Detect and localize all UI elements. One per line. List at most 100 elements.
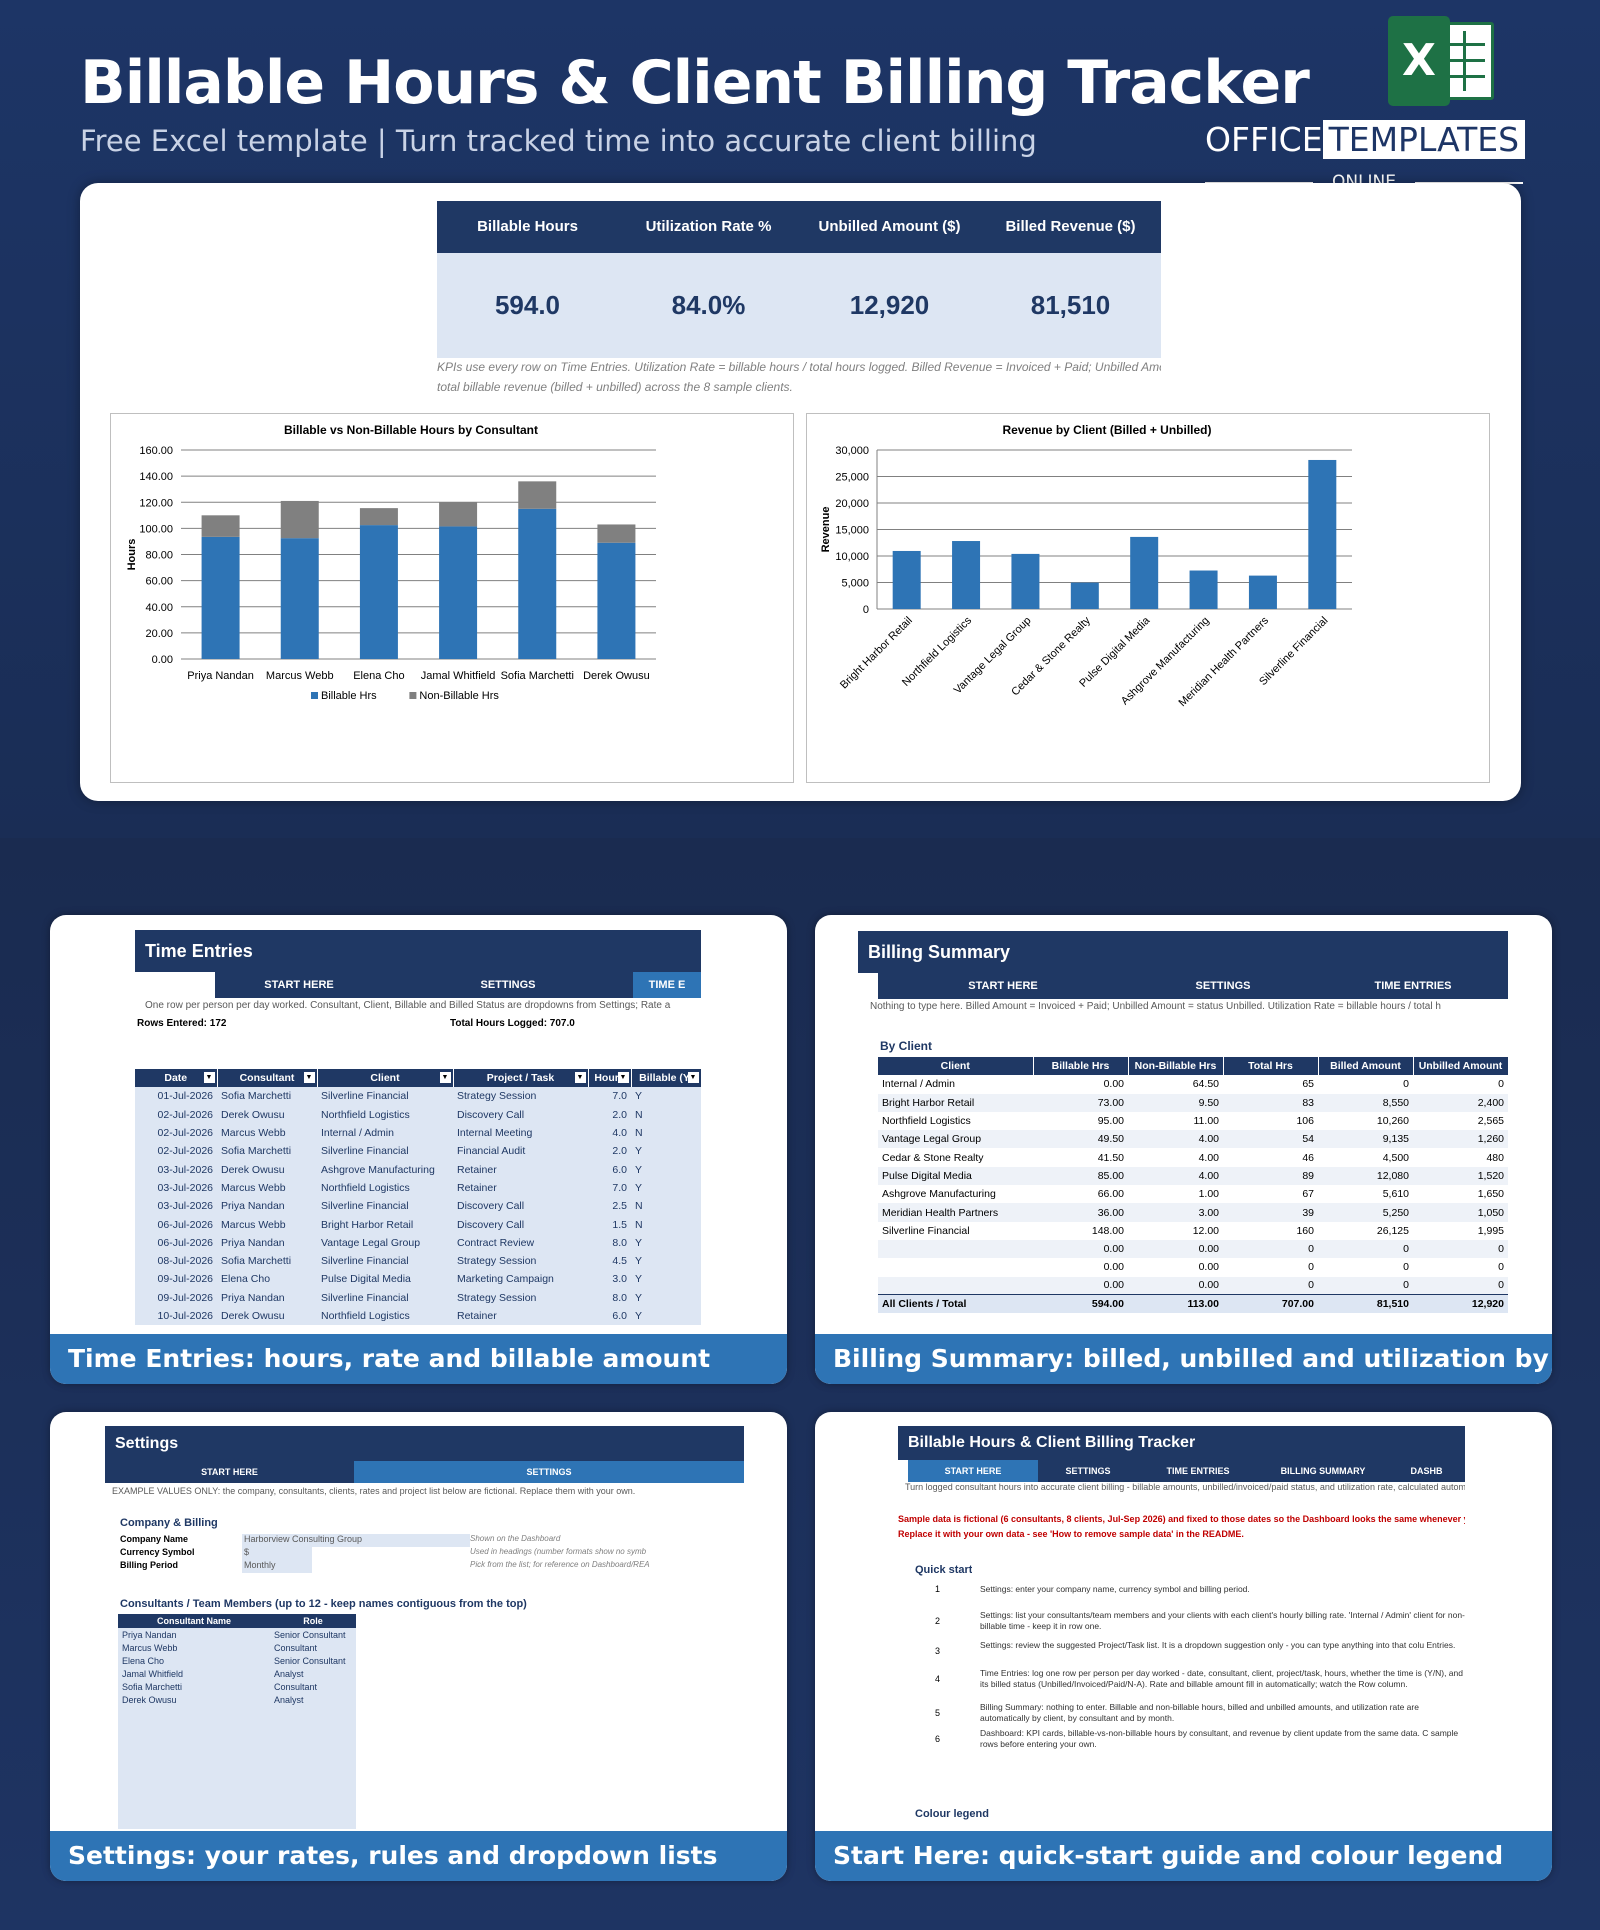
column-header[interactable]: Project / Task ▼ (453, 1069, 589, 1088)
nav-billing-summary[interactable]: BILLING SUMMARY (1280, 1466, 1366, 1476)
filter-dropdown-icon[interactable]: ▼ (617, 1072, 629, 1083)
table-row[interactable]: 10-Jul-2026 Derek Owusu Northfield Logisti… (135, 1306, 701, 1326)
nav-settings[interactable]: SETTINGS (354, 1461, 744, 1483)
table-cell[interactable]: 08-Jul-2026 (135, 1251, 217, 1271)
nav-settings[interactable]: SETTINGS (1195, 980, 1251, 992)
table-cell[interactable]: Priya Nandan (217, 1288, 317, 1307)
table-cell[interactable]: Strategy Session (453, 1288, 588, 1307)
table-cell[interactable]: Priya Nandan (217, 1197, 317, 1216)
table-cell[interactable]: Northfield Logistics (317, 1306, 453, 1326)
table-cell[interactable]: Sofia Marchetti (217, 1142, 317, 1161)
filter-dropdown-icon[interactable]: ▼ (574, 1072, 586, 1083)
table-cell[interactable]: Priya Nandan (217, 1233, 317, 1252)
nav-start-here[interactable]: START HERE (908, 1460, 1038, 1482)
table-cell[interactable]: Northfield Logistics (317, 1105, 453, 1124)
table-cell[interactable]: 10-Jul-2026 (135, 1306, 217, 1326)
table-cell[interactable]: Discovery Call (453, 1215, 588, 1234)
table-cell[interactable]: 4.0 (588, 1123, 631, 1143)
table-cell[interactable]: Northfield Logistics (317, 1178, 453, 1198)
table-cell[interactable]: 03-Jul-2026 (135, 1197, 217, 1216)
table-cell[interactable]: Derek Owusu (217, 1160, 317, 1179)
table-cell[interactable]: 3.0 (588, 1270, 631, 1289)
table-cell[interactable]: 03-Jul-2026 (135, 1178, 217, 1198)
table-row[interactable]: 06-Jul-2026 Marcus Webb Bright Harbor Reta… (135, 1215, 701, 1234)
table-row[interactable]: Marcus Webb Consultant (118, 1641, 356, 1654)
table-cell[interactable]: Internal Meeting (453, 1123, 588, 1143)
table-row[interactable]: Jamal Whitfield Analyst (118, 1667, 356, 1680)
filter-dropdown-icon[interactable]: ▼ (203, 1072, 215, 1083)
table-cell[interactable]: Marketing Campaign (453, 1270, 588, 1289)
table-row[interactable]: 03-Jul-2026 Priya Nandan Silverline Financ… (135, 1197, 701, 1216)
nav-settings[interactable]: SETTINGS (480, 979, 536, 991)
table-row[interactable]: 02-Jul-2026 Derek Owusu Northfield Logisti… (135, 1105, 701, 1124)
table-cell[interactable]: Silverline Financial (317, 1251, 453, 1271)
table-cell[interactable]: Derek Owusu (217, 1306, 317, 1326)
table-cell[interactable]: 06-Jul-2026 (135, 1233, 217, 1252)
column-header[interactable]: Client ▼ (317, 1069, 454, 1088)
table-row[interactable]: Elena Cho Senior Consultant (118, 1654, 356, 1667)
table-cell[interactable]: Y (631, 1233, 701, 1252)
table-cell[interactable]: Senior Consultant (274, 1629, 346, 1640)
table-row[interactable]: 03-Jul-2026 Marcus Webb Northfield Logisti… (135, 1178, 701, 1198)
filter-dropdown-icon[interactable]: ▼ (687, 1072, 699, 1083)
filter-dropdown-icon[interactable]: ▼ (439, 1072, 451, 1083)
table-cell[interactable]: Priya Nandan (122, 1629, 177, 1640)
table-row[interactable]: 01-Jul-2026 Sofia Marchetti Silverline Fin… (135, 1087, 701, 1106)
table-cell[interactable]: Silverline Financial (317, 1142, 453, 1161)
nav-time-entries[interactable]: TIME ENTRIES (1166, 1466, 1230, 1476)
table-cell[interactable]: Marcus Webb (217, 1123, 317, 1143)
table-cell[interactable]: 2.0 (588, 1105, 631, 1124)
table-cell[interactable]: Silverline Financial (317, 1087, 453, 1106)
table-cell[interactable]: 09-Jul-2026 (135, 1288, 217, 1307)
column-header[interactable]: Date ▼ (135, 1069, 218, 1088)
table-cell[interactable]: 7.0 (588, 1178, 631, 1198)
nav-start-here[interactable]: START HERE (201, 1467, 258, 1477)
column-header[interactable]: Consultant ▼ (217, 1069, 318, 1088)
nav-time-entries[interactable]: TIME E (633, 972, 701, 998)
field-input[interactable]: $ (242, 1547, 312, 1560)
table-cell[interactable]: Analyst (274, 1668, 304, 1679)
table-cell[interactable]: Derek Owusu (217, 1105, 317, 1124)
table-cell[interactable]: Sofia Marchetti (217, 1087, 317, 1106)
table-cell[interactable]: 1.5 (588, 1215, 631, 1234)
table-cell[interactable]: Silverline Financial (317, 1288, 453, 1307)
table-cell[interactable]: 8.0 (588, 1288, 631, 1307)
field-input[interactable]: Harborview Consulting Group (242, 1534, 470, 1547)
field-input[interactable]: Monthly (242, 1560, 312, 1573)
table-cell[interactable]: Elena Cho (122, 1655, 165, 1666)
table-cell[interactable]: 2.5 (588, 1197, 631, 1216)
table-row[interactable]: 03-Jul-2026 Derek Owusu Ashgrove Manufactu… (135, 1160, 701, 1179)
table-cell[interactable]: Senior Consultant (274, 1655, 346, 1666)
table-cell[interactable]: 02-Jul-2026 (135, 1105, 217, 1124)
nav-start-here[interactable]: START HERE (968, 980, 1038, 992)
table-cell[interactable]: Y (631, 1142, 701, 1161)
table-cell[interactable]: Marcus Webb (122, 1642, 178, 1653)
table-cell[interactable]: Contract Review (453, 1233, 588, 1252)
table-row[interactable]: 02-Jul-2026 Marcus Webb Internal / Admin In… (135, 1123, 701, 1143)
table-cell[interactable]: 01-Jul-2026 (135, 1087, 217, 1106)
filter-dropdown-icon[interactable]: ▼ (303, 1072, 315, 1083)
table-cell[interactable]: 02-Jul-2026 (135, 1123, 217, 1143)
table-cell[interactable]: 2.0 (588, 1142, 631, 1161)
table-cell[interactable]: Retainer (453, 1306, 588, 1326)
table-cell[interactable]: Y (631, 1160, 701, 1179)
table-cell[interactable]: Internal / Admin (317, 1123, 453, 1143)
table-row[interactable]: Priya Nandan Senior Consultant (118, 1628, 356, 1641)
table-row[interactable]: 02-Jul-2026 Sofia Marchetti Silverline Fin… (135, 1142, 701, 1161)
table-cell[interactable]: 4.5 (588, 1251, 631, 1271)
table-cell[interactable]: N (631, 1215, 701, 1234)
table-cell[interactable]: Bright Harbor Retail (317, 1215, 453, 1234)
table-row[interactable]: 06-Jul-2026 Priya Nandan Vantage Legal Gro… (135, 1233, 701, 1252)
table-cell[interactable]: 06-Jul-2026 (135, 1215, 217, 1234)
table-cell[interactable]: Pulse Digital Media (317, 1270, 453, 1289)
table-cell[interactable]: Consultant (274, 1681, 318, 1692)
table-cell[interactable]: Strategy Session (453, 1087, 588, 1106)
table-cell[interactable]: 8.0 (588, 1233, 631, 1252)
table-cell[interactable]: 03-Jul-2026 (135, 1160, 217, 1179)
table-cell[interactable]: Strategy Session (453, 1251, 588, 1271)
table-row[interactable]: 09-Jul-2026 Priya Nandan Silverline Financ… (135, 1288, 701, 1307)
table-cell[interactable]: Y (631, 1270, 701, 1289)
table-cell[interactable]: Y (631, 1288, 701, 1307)
table-row[interactable]: 08-Jul-2026 Sofia Marchetti Silverline Fin… (135, 1251, 701, 1271)
nav-dashboard[interactable]: DASHB (1410, 1466, 1443, 1476)
